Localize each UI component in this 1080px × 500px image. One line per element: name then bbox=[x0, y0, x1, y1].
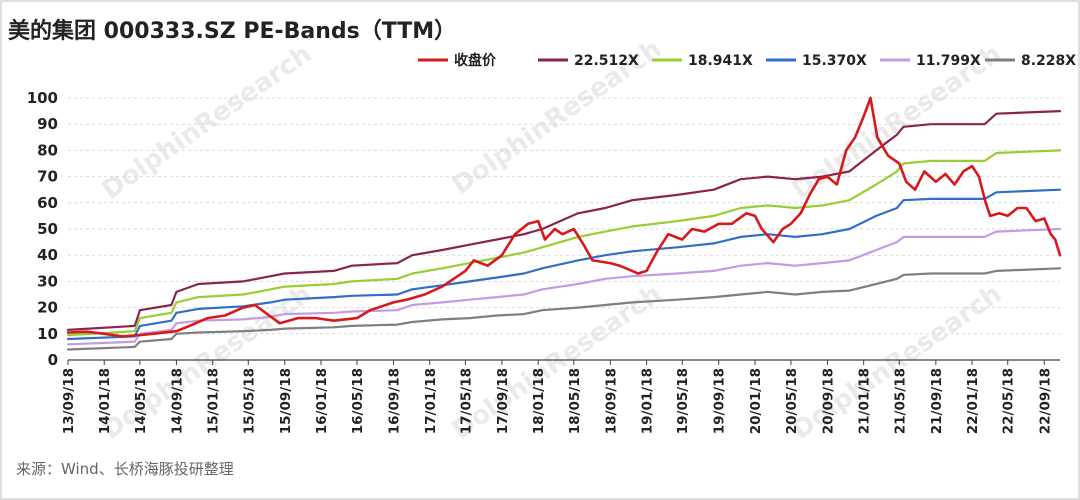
y-tick-label: 30 bbox=[37, 272, 58, 290]
legend-label: 收盘价 bbox=[454, 52, 497, 69]
x-tick-label: 20/05/18 bbox=[784, 368, 800, 434]
legend-label: 11.799X bbox=[916, 53, 981, 69]
x-tick-label: 17/01/18 bbox=[423, 368, 439, 434]
y-tick-label: 70 bbox=[37, 168, 58, 186]
x-tick-label: 15/09/18 bbox=[278, 368, 294, 434]
legend-label: 22.512X bbox=[574, 53, 639, 69]
x-axis: 13/09/18 14/01/18 14/05/18 14/09/18 15/01/18… bbox=[61, 359, 1060, 434]
x-tick-label: 16/01/18 bbox=[314, 368, 330, 434]
legend-label: 8.228X bbox=[1021, 53, 1076, 69]
y-tick-label: 100 bbox=[27, 89, 58, 107]
y-tick-label: 20 bbox=[37, 299, 58, 317]
y-tick-label: 60 bbox=[37, 194, 58, 212]
chart-title: 美的集团 000333.SZ PE-Bands（TTM） bbox=[8, 18, 456, 44]
x-tick-label: 21/05/18 bbox=[892, 368, 908, 434]
series-line-3 bbox=[66, 188, 1062, 341]
x-tick-label: 20/09/18 bbox=[820, 368, 836, 434]
y-tick-label: 90 bbox=[37, 115, 58, 133]
x-tick-label: 15/05/18 bbox=[241, 368, 257, 434]
x-tick-label: 19/01/18 bbox=[640, 368, 656, 434]
x-tick-label: 18/05/18 bbox=[567, 368, 583, 434]
x-tick-label: 18/09/18 bbox=[603, 368, 619, 434]
y-tick-label: 80 bbox=[37, 141, 58, 159]
x-tick-label: 13/09/18 bbox=[61, 368, 77, 434]
legend-label: 15.370X bbox=[802, 53, 867, 69]
x-tick-label: 16/05/18 bbox=[350, 368, 366, 434]
y-tick-label: 40 bbox=[37, 246, 58, 264]
x-tick-label: 19/05/18 bbox=[675, 368, 691, 434]
y-tick-label: 10 bbox=[37, 325, 58, 343]
x-tick-label: 22/05/18 bbox=[1001, 368, 1017, 434]
y-axis: 0 10 20 30 40 50 60 70 80 90 100 bbox=[27, 89, 58, 369]
legend-label: 18.941X bbox=[688, 53, 753, 69]
x-tick-label: 22/01/18 bbox=[965, 368, 981, 434]
series-line-4 bbox=[66, 227, 1062, 346]
x-tick-label: 14/05/18 bbox=[133, 368, 149, 434]
x-tick-label: 17/09/18 bbox=[495, 368, 511, 434]
y-tick-label: 50 bbox=[37, 220, 58, 238]
y-tick-label: 0 bbox=[48, 351, 58, 369]
series-lines bbox=[66, 96, 1062, 351]
x-tick-label: 18/01/18 bbox=[531, 368, 547, 434]
x-tick-label: 21/09/18 bbox=[929, 368, 945, 434]
series-line-2 bbox=[66, 149, 1062, 337]
x-tick-label: 16/09/18 bbox=[387, 368, 403, 434]
x-tick-label: 14/09/18 bbox=[169, 368, 185, 434]
legend: 收盘价 22.512X 18.941X 15.370X 11.799X 8.228X bbox=[418, 52, 1076, 69]
source-note: 来源：Wind、长桥海豚投研整理 bbox=[16, 460, 234, 478]
x-tick-label: 22/09/18 bbox=[1037, 368, 1053, 434]
series-line-5 bbox=[66, 267, 1062, 351]
series-line-0 bbox=[66, 96, 1062, 338]
x-tick-label: 19/09/18 bbox=[712, 368, 728, 434]
x-tick-label: 14/01/18 bbox=[97, 368, 113, 434]
x-tick-label: 21/01/18 bbox=[857, 368, 873, 434]
x-tick-label: 20/01/18 bbox=[748, 368, 764, 434]
x-tick-label: 17/05/18 bbox=[458, 368, 474, 434]
x-tick-label: 15/01/18 bbox=[206, 368, 222, 434]
